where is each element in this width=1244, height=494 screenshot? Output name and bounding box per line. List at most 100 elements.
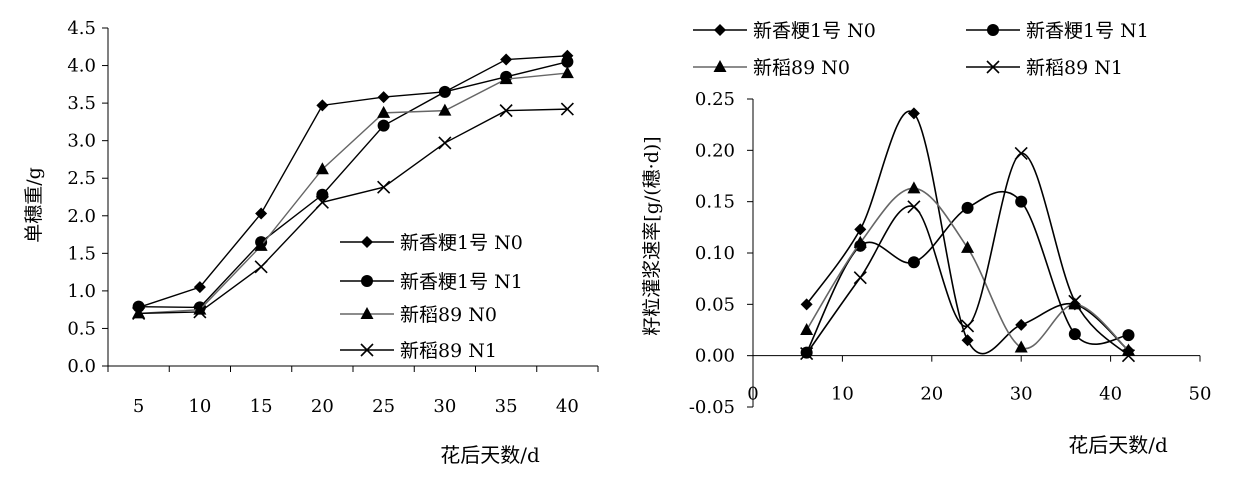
right-data-point [907,107,920,120]
left-data-point [438,103,452,116]
left-legend-marker [360,343,374,357]
left-legend-marker [361,275,373,287]
right-legend-marker [986,60,1000,74]
right-data-point [800,347,814,361]
right-y-tick-label: 0.00 [695,346,735,367]
right-x-tick-label: 10 [831,384,854,405]
left-series [132,49,574,320]
right-series-circle [800,190,1135,359]
right-data-point [854,223,867,236]
right-legend-marker [987,24,999,36]
right-x-tick-label: 50 [1189,384,1212,405]
left-y-tick-label: 2.0 [67,206,96,227]
right-data-point [800,323,814,335]
left-data-point [255,207,268,220]
left-legend-marker [360,307,374,319]
left-series-triangle [132,66,574,319]
left-x-tick-label: 5 [133,396,144,417]
right-y-tick-label: 0.20 [695,140,735,161]
right-legend-label: 新香粳1号 N0 [753,20,876,42]
left-x-tick-label: 25 [372,396,395,417]
left-data-point [499,104,513,118]
left-data-point [500,53,513,66]
right-legend-entry: 新稻89 N1 [966,57,1123,79]
left-x-ticks: 5 10 15 20 25 30 35 40 [107,366,599,417]
right-data-point [1015,318,1028,331]
left-y-ticks: 0.0 0.5 1.0 1.5 2.0 2.5 3.0 3.5 4.0 4.5 [67,18,108,377]
right-data-point [853,271,867,285]
left-legend-marker [361,236,373,248]
left-data-point [193,305,207,319]
left-series-x [132,102,574,320]
left-legend-entry: 新香粳1号 N1 [340,271,523,293]
right-series-line [805,110,1130,355]
left-legend-entry: 新稻89 N0 [340,304,497,326]
right-y-tick-label: -0.05 [689,397,735,418]
left-data-point [561,55,574,68]
right-data-point [1015,195,1028,208]
left-data-point [316,99,329,112]
right-data-point [1014,340,1028,353]
right-legend-entry: 新香粳1号 N1 [966,20,1149,42]
right-y-tick-label: 0.25 [695,89,735,110]
left-data-point [132,306,146,320]
left-x-tick-label: 40 [556,396,579,417]
right-legend-label: 新香粳1号 N1 [1026,20,1149,42]
left-legend-entry: 新香粳1号 N0 [340,232,523,254]
right-data-point [1014,146,1028,160]
right-data-point [907,200,921,214]
left-data-point [560,66,574,79]
right-series-x [800,146,1136,363]
right-series [800,107,1136,363]
left-data-point [254,260,268,274]
left-data-point [316,188,329,201]
left-data-point [438,136,452,150]
left-data-point [438,85,451,98]
right-data-point [1121,349,1136,363]
left-legend-label: 新稻89 N0 [400,304,497,326]
left-y-tick-label: 1.0 [67,281,96,302]
right-legend: 新香粳1号 N0 新香粳1号 N1 新稻89 N0 新稻89 N1 [693,20,1149,79]
right-y-ticks: -0.05 0.00 0.05 0.10 0.15 0.20 0.25 [689,89,753,418]
left-legend-label: 新稻89 N1 [400,340,497,362]
right-series-triangle [800,181,1135,356]
right-data-point [961,240,975,253]
left-y-axis-title: 单穗重/g [23,167,45,243]
right-x-tick-label: 30 [1010,384,1033,405]
left-y-tick-label: 0.5 [67,318,96,339]
left-data-point [560,102,574,116]
right-data-point [907,181,921,194]
left-x-tick-label: 35 [495,396,518,417]
right-legend-marker [713,60,727,72]
left-y-tick-label: 4.5 [67,18,96,39]
right-data-point [961,201,974,214]
right-y-tick-label: 0.10 [695,243,735,264]
right-legend-entry: 新香粳1号 N0 [693,20,876,42]
right-series-diamond [800,107,1135,357]
left-y-tick-label: 3.5 [67,93,96,114]
left-series-line [138,72,568,315]
left-x-tick-label: 30 [433,396,456,417]
left-data-point [254,238,268,251]
right-x-tick-label: 40 [1099,384,1122,405]
right-legend-label: 新稻89 N1 [1026,57,1123,79]
left-data-point [377,119,390,132]
left-x-tick-label: 15 [250,396,273,417]
left-legend-entry: 新稻89 N1 [340,340,497,362]
right-x-ticks: 0 10 20 30 40 50 [747,355,1212,405]
left-y-tick-label: 1.5 [67,243,96,264]
left-legend-label: 新香粳1号 N0 [400,232,523,254]
left-data-point [499,72,513,85]
cumulative-weight-chart: 0.0 0.5 1.0 1.5 2.0 2.5 3.0 3.5 4.0 4.5 5 10 15 20 25… [23,18,599,467]
left-data-point [377,105,391,118]
right-legend-label: 新稻89 N0 [753,57,850,79]
filling-rate-chart: -0.05 0.00 0.05 0.10 0.15 0.20 0.25 0 10 20 30 40 5… [641,20,1211,457]
right-y-tick-label: 0.05 [695,294,735,315]
left-data-point [377,91,390,104]
right-data-point [800,298,813,311]
right-legend-entry: 新稻89 N0 [693,57,850,79]
left-data-point [193,281,206,294]
right-x-tick-label: 20 [920,384,943,405]
right-data-point [853,235,867,248]
